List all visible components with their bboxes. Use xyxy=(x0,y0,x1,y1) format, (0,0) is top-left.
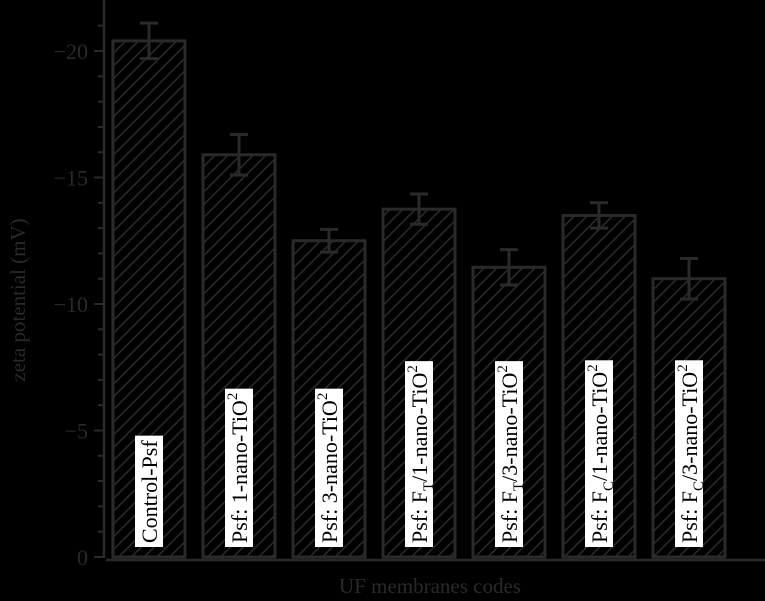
bar-category-label: Psf: FC/1-nano-TiO2 xyxy=(585,360,617,547)
bar-category-label: Psf: 1-nano-TiO2 xyxy=(225,388,253,547)
y-tick-label: −10 xyxy=(54,292,88,317)
bar-category-label: Psf: FC/3-nano-TiO2 xyxy=(675,360,707,547)
bar: Control-Psf xyxy=(111,21,187,559)
y-tick-label: 0 xyxy=(77,545,88,570)
x-axis-title: UF membranes codes xyxy=(339,574,521,598)
error-bar xyxy=(680,256,698,301)
y-tick-label: −20 xyxy=(54,39,88,64)
svg-text:Psf: FT/1-nano-TiO2: Psf: FT/1-nano-TiO2 xyxy=(405,365,437,543)
error-bar xyxy=(590,201,608,230)
bar: Psf: 3-nano-TiO2 xyxy=(291,227,367,559)
svg-text:Control-Psf: Control-Psf xyxy=(137,440,162,543)
bar: Psf: FC/1-nano-TiO2 xyxy=(561,201,637,559)
y-tick-label: −5 xyxy=(65,419,88,444)
svg-text:Psf: 1-nano-TiO2: Psf: 1-nano-TiO2 xyxy=(225,393,252,543)
svg-text:Psf: FT/3-nano-TiO2: Psf: FT/3-nano-TiO2 xyxy=(495,365,527,543)
bar: Psf: 1-nano-TiO2 xyxy=(201,132,277,559)
bar: Psf: FT/3-nano-TiO2 xyxy=(471,248,547,559)
bar-category-label: Psf: FT/1-nano-TiO2 xyxy=(405,361,437,547)
error-bar xyxy=(410,192,428,226)
svg-text:Psf: 3-nano-TiO2: Psf: 3-nano-TiO2 xyxy=(315,393,342,543)
y-axis: 0 −5 −10 −15 −20 xyxy=(54,0,106,570)
y-tick-label: −15 xyxy=(54,166,88,191)
bar-category-label: Control-Psf xyxy=(135,435,163,547)
error-bar xyxy=(140,21,158,61)
bar-category-label: Psf: FT/3-nano-TiO2 xyxy=(495,361,527,547)
bars-group: Control-Psf Psf: 1-nano-TiO2 Psf: 3-nano-T… xyxy=(111,21,727,559)
y-axis-title: zeta potential (mV) xyxy=(6,218,30,381)
bar: Psf: FC/3-nano-TiO2 xyxy=(651,256,727,559)
error-bar xyxy=(500,248,518,287)
bar: Psf: FT/1-nano-TiO2 xyxy=(381,192,457,559)
svg-text:Psf: FC/1-nano-TiO2: Psf: FC/1-nano-TiO2 xyxy=(585,364,617,543)
bar-category-label: Psf: 3-nano-TiO2 xyxy=(315,388,343,547)
error-bar xyxy=(320,227,338,254)
svg-text:Psf: FC/3-nano-TiO2: Psf: FC/3-nano-TiO2 xyxy=(675,364,707,543)
error-bar xyxy=(230,132,248,177)
